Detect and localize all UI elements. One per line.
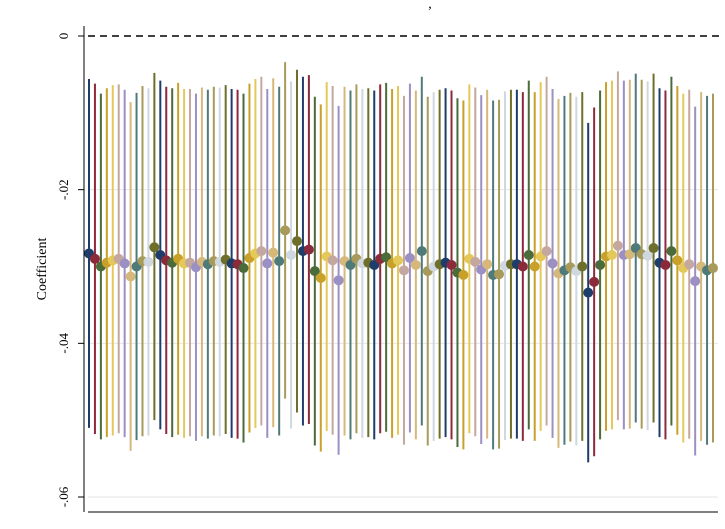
point-34 bbox=[280, 225, 291, 236]
point-35 bbox=[286, 249, 297, 260]
point-38 bbox=[303, 244, 314, 255]
point-90 bbox=[612, 240, 623, 251]
point-75 bbox=[523, 249, 534, 260]
point-89 bbox=[606, 249, 617, 260]
point-103 bbox=[690, 276, 701, 287]
point-79 bbox=[547, 258, 558, 269]
point-66 bbox=[470, 256, 481, 267]
point-30 bbox=[256, 246, 267, 257]
point-86 bbox=[589, 276, 600, 287]
point-76 bbox=[529, 261, 540, 272]
point-98 bbox=[660, 259, 671, 270]
point-56 bbox=[410, 259, 421, 270]
y-axis-ticks: 0 -.02 -.04 -.06 bbox=[56, 33, 84, 507]
chart-title: , bbox=[428, 0, 432, 12]
point-99 bbox=[666, 246, 677, 257]
y-tick-label-1: -.02 bbox=[56, 179, 71, 200]
point-85 bbox=[583, 287, 594, 298]
point-33 bbox=[274, 256, 285, 267]
point-55 bbox=[404, 253, 415, 264]
point-96 bbox=[648, 243, 659, 254]
point-40 bbox=[315, 273, 326, 284]
point-36 bbox=[292, 236, 302, 247]
point-62 bbox=[446, 259, 457, 270]
point-43 bbox=[333, 275, 344, 286]
point-39 bbox=[309, 266, 320, 277]
y-tick-label-0: 0 bbox=[56, 33, 71, 40]
point-31 bbox=[262, 258, 273, 269]
point-87 bbox=[595, 259, 606, 270]
point-51 bbox=[381, 252, 392, 263]
coefficient-points bbox=[84, 225, 718, 298]
point-42 bbox=[327, 255, 338, 266]
point-12 bbox=[149, 242, 160, 253]
point-11 bbox=[143, 256, 154, 267]
point-92 bbox=[624, 249, 635, 260]
point-100 bbox=[672, 255, 683, 266]
point-102 bbox=[684, 259, 695, 270]
point-93 bbox=[630, 243, 641, 254]
y-tick-label-3: -.06 bbox=[56, 486, 71, 507]
point-54 bbox=[398, 265, 409, 276]
point-68 bbox=[482, 259, 493, 270]
point-64 bbox=[458, 269, 469, 280]
point-57 bbox=[416, 246, 427, 257]
point-74 bbox=[517, 261, 528, 272]
point-49 bbox=[369, 259, 380, 270]
point-2 bbox=[89, 253, 100, 264]
point-27 bbox=[238, 263, 249, 274]
point-78 bbox=[541, 246, 552, 257]
point-84 bbox=[577, 261, 588, 272]
point-32 bbox=[268, 247, 279, 258]
point-53 bbox=[393, 255, 404, 266]
point-8 bbox=[125, 271, 136, 282]
y-tick-label-2: -.04 bbox=[56, 333, 71, 354]
y-axis-title: Coefficient bbox=[35, 238, 50, 301]
point-45 bbox=[345, 259, 356, 270]
point-95 bbox=[642, 250, 653, 261]
point-106 bbox=[708, 263, 718, 274]
point-7 bbox=[119, 258, 130, 269]
point-70 bbox=[494, 269, 505, 280]
